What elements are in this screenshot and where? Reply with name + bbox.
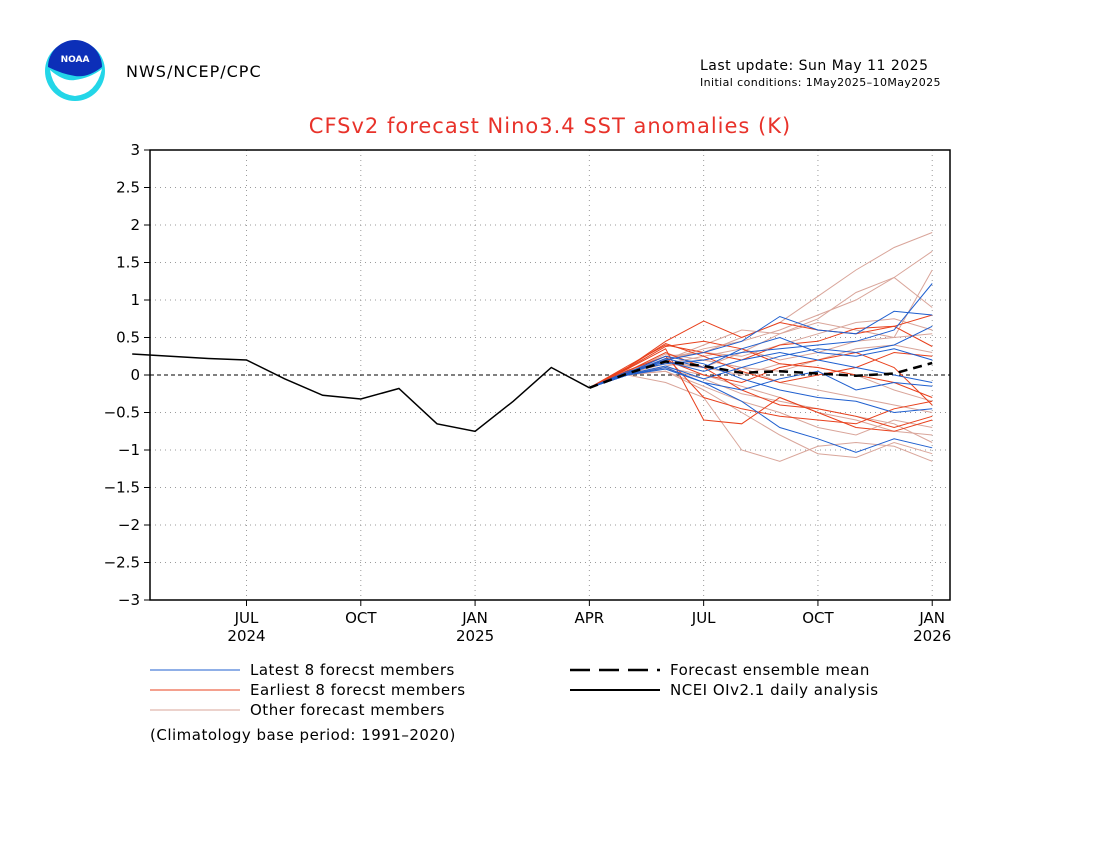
legend-label: Forecast ensemble mean bbox=[670, 661, 870, 679]
noaa-logo-sky bbox=[48, 40, 102, 77]
y-tick-label: 2 bbox=[130, 216, 140, 234]
earliest-member-line bbox=[589, 351, 933, 429]
y-tick-label: −2.5 bbox=[104, 554, 140, 572]
x-tick-year-label: 2026 bbox=[913, 627, 951, 645]
chart-title: CFSv2 forecast Nino3.4 SST anomalies (K) bbox=[308, 114, 792, 138]
y-tick-label: −2 bbox=[118, 516, 140, 534]
x-tick-label: APR bbox=[574, 609, 604, 627]
latest-member-line bbox=[589, 336, 933, 389]
y-tick-label: 2.5 bbox=[116, 179, 140, 197]
y-tick-label: −3 bbox=[118, 591, 140, 609]
latest-member-line bbox=[589, 325, 933, 389]
noaa-logo-text: NOAA bbox=[61, 55, 90, 65]
legend-label: NCEI OIv2.1 daily analysis bbox=[670, 681, 879, 699]
initial-conditions-label: Initial conditions: 1May2025–10May2025 bbox=[700, 76, 941, 89]
x-tick-label: OCT bbox=[345, 609, 377, 627]
latest-member-line bbox=[589, 366, 933, 453]
other-member-line bbox=[589, 370, 933, 436]
x-tick-label: JUL bbox=[234, 609, 259, 627]
ensemble-mean-line bbox=[588, 360, 933, 389]
noaa-logo-bird bbox=[50, 69, 102, 96]
legend-label: Other forecast members bbox=[250, 701, 445, 719]
y-tick-label: −1 bbox=[118, 441, 140, 459]
y-tick-label: −0.5 bbox=[104, 404, 140, 422]
x-tick-label: JAN bbox=[461, 609, 488, 627]
other-member-line bbox=[589, 374, 933, 462]
earliest-member-line bbox=[589, 355, 933, 425]
agency-label: NWS/NCEP/CPC bbox=[126, 62, 262, 81]
earliest-member-line bbox=[589, 348, 933, 432]
x-tick-label: OCT bbox=[802, 609, 834, 627]
y-tick-label: −1.5 bbox=[104, 479, 140, 497]
x-tick-label: JAN bbox=[918, 609, 945, 627]
earliest-member-line bbox=[589, 320, 933, 389]
climatology-note: (Climatology base period: 1991–2020) bbox=[150, 726, 456, 744]
legend-label: Latest 8 forecst members bbox=[250, 661, 455, 679]
y-tick-label: 3 bbox=[130, 141, 140, 159]
x-tick-year-label: 2024 bbox=[227, 627, 265, 645]
x-tick-year-label: 2025 bbox=[456, 627, 494, 645]
x-tick-label: JUL bbox=[691, 609, 716, 627]
y-tick-label: 1.5 bbox=[116, 254, 140, 272]
analysis-line bbox=[132, 353, 590, 433]
y-tick-label: 0 bbox=[130, 366, 140, 384]
latest-member-line bbox=[589, 368, 933, 391]
y-tick-label: 0.5 bbox=[116, 329, 140, 347]
legend-label: Earliest 8 forecst members bbox=[250, 681, 466, 699]
latest-member-line bbox=[589, 310, 933, 389]
y-tick-label: 1 bbox=[130, 291, 140, 309]
last-update-label: Last update: Sun May 11 2025 bbox=[700, 58, 929, 74]
noaa-logo: NOAA bbox=[45, 40, 105, 101]
